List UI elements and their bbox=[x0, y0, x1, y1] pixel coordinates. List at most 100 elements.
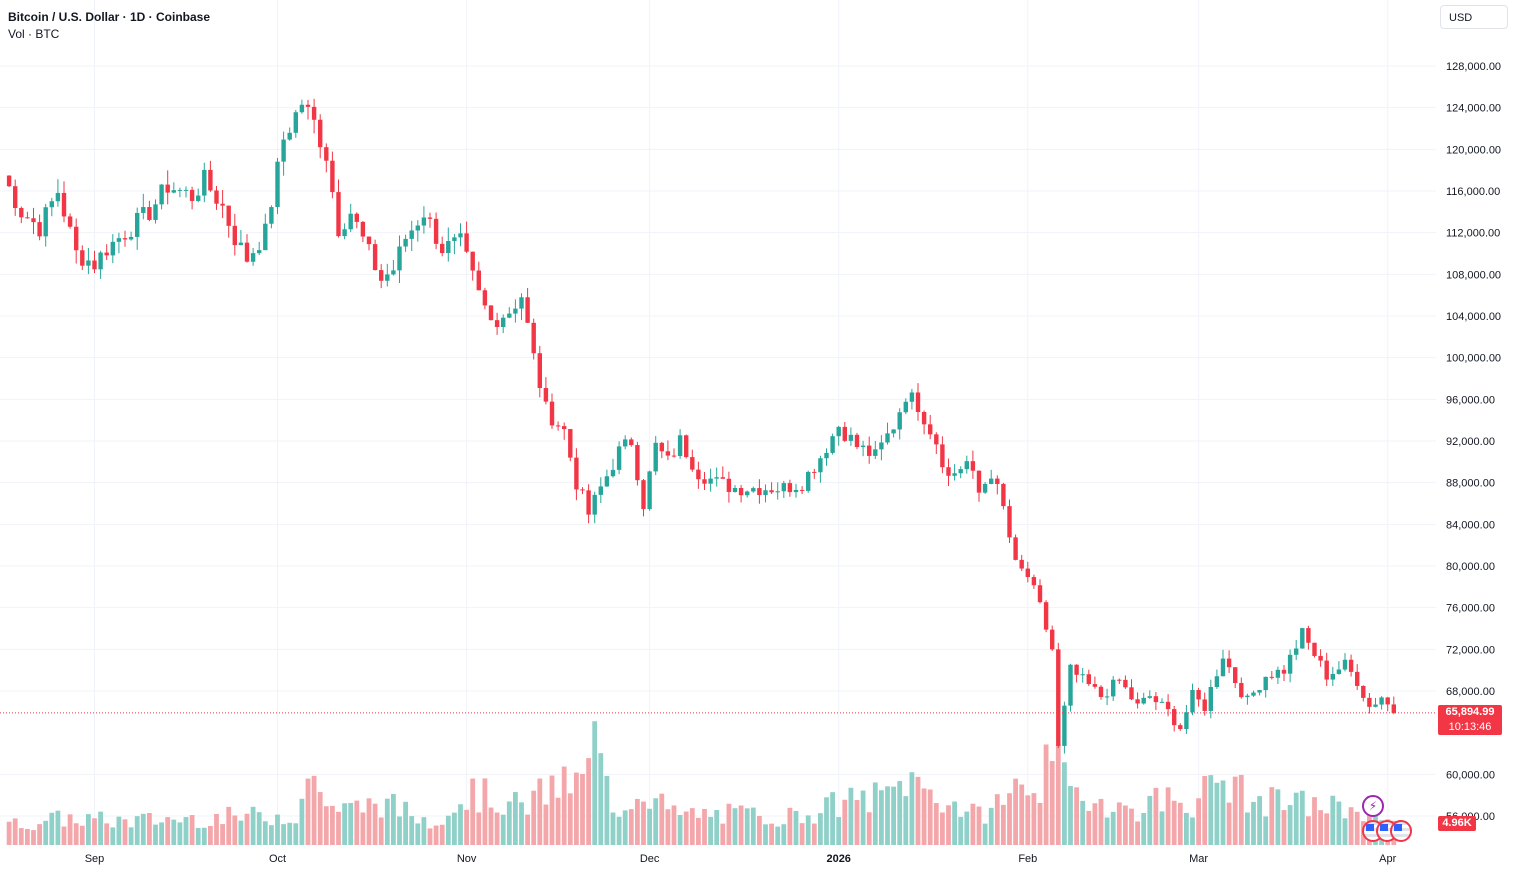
volume-bar bbox=[1068, 786, 1073, 845]
volume-bar bbox=[275, 814, 280, 845]
volume-bar bbox=[1055, 743, 1061, 845]
price-tick-label: 100,000.00 bbox=[1446, 353, 1501, 365]
candle-body bbox=[220, 203, 225, 206]
volume-bar bbox=[330, 805, 335, 845]
candle-body bbox=[415, 225, 420, 231]
volume-bar bbox=[781, 824, 787, 845]
volume-bar bbox=[1312, 797, 1317, 845]
volume-bar bbox=[116, 816, 122, 845]
candle-body bbox=[153, 204, 158, 220]
volume-bar bbox=[1190, 817, 1195, 845]
volume-bar bbox=[872, 782, 878, 845]
volume-bar bbox=[708, 816, 713, 845]
volume-bar bbox=[970, 803, 976, 845]
candle-body bbox=[549, 401, 555, 426]
candle-body bbox=[671, 455, 677, 457]
volume-bar bbox=[1116, 802, 1122, 845]
volume-bar bbox=[250, 806, 256, 845]
candle-body bbox=[543, 387, 549, 402]
candle-body bbox=[141, 207, 146, 213]
candle-body bbox=[440, 243, 445, 254]
volume-bar bbox=[1348, 807, 1354, 845]
candle-body bbox=[781, 483, 786, 492]
candle-body bbox=[1092, 684, 1098, 687]
candle-body bbox=[1172, 709, 1177, 726]
candle-body bbox=[531, 322, 536, 354]
volume-bar bbox=[147, 812, 152, 845]
volume-bar bbox=[933, 803, 939, 845]
candle-body bbox=[13, 186, 18, 208]
price-tick-label: 112,000.00 bbox=[1446, 228, 1500, 240]
candle-body bbox=[964, 461, 969, 470]
candle-body bbox=[494, 320, 500, 328]
candle-body bbox=[385, 274, 390, 281]
volume-bar bbox=[1007, 793, 1012, 845]
volume-bar bbox=[976, 806, 982, 845]
lightning-icon[interactable]: ⚡ bbox=[1362, 795, 1384, 817]
candle-body bbox=[830, 436, 835, 453]
volume-bar bbox=[153, 824, 158, 845]
candle-body bbox=[1025, 568, 1030, 578]
candle-body bbox=[1165, 701, 1171, 710]
candle-body bbox=[726, 478, 732, 492]
candle-body bbox=[1330, 673, 1335, 680]
volume-bar bbox=[1153, 787, 1159, 845]
volume-bar bbox=[1269, 787, 1275, 845]
candle-body bbox=[854, 434, 860, 448]
candle-body bbox=[269, 207, 274, 224]
volume-bar bbox=[1177, 802, 1183, 845]
candle-body bbox=[177, 189, 183, 191]
candle-body bbox=[61, 192, 67, 217]
candle-body bbox=[677, 435, 683, 457]
candle-body bbox=[1190, 690, 1195, 713]
volume-bar bbox=[1043, 744, 1049, 845]
candle-body bbox=[751, 488, 756, 492]
candle-body bbox=[873, 449, 878, 456]
volume-bar bbox=[860, 790, 866, 845]
volume-bar bbox=[1354, 811, 1360, 845]
volume-bar bbox=[1025, 795, 1031, 845]
candle-body bbox=[1050, 629, 1055, 650]
chart-legend: Bitcoin / U.S. Dollar · 1D · Coinbase Vo… bbox=[8, 9, 210, 43]
volume-bar bbox=[470, 778, 476, 845]
volume-bar bbox=[31, 830, 36, 845]
time-tick-label: Mar bbox=[1189, 853, 1208, 865]
candle-body bbox=[665, 451, 671, 456]
candle-body bbox=[1098, 686, 1104, 697]
candle-body bbox=[848, 434, 854, 441]
candle-body bbox=[19, 207, 24, 218]
volume-bars bbox=[6, 721, 1397, 845]
candle-body bbox=[995, 478, 1000, 484]
volume-bar bbox=[110, 827, 116, 845]
candle-body bbox=[409, 230, 414, 239]
volume-bar bbox=[549, 775, 555, 845]
volume-bar bbox=[726, 803, 732, 845]
candle-body bbox=[586, 490, 591, 515]
volume-bar bbox=[1330, 795, 1336, 845]
volume-bar bbox=[55, 810, 61, 845]
price-tick-label: 72,000.00 bbox=[1446, 644, 1495, 656]
volume-bar bbox=[1141, 812, 1147, 845]
volume-bar bbox=[1019, 784, 1025, 845]
candle-body bbox=[244, 242, 250, 262]
candle-body bbox=[67, 216, 73, 227]
volume-bar bbox=[909, 772, 915, 845]
candle-body bbox=[1159, 701, 1165, 703]
volume-bar bbox=[958, 816, 964, 845]
volume-bar bbox=[567, 793, 573, 845]
candle-body bbox=[1056, 649, 1061, 746]
volume-bar bbox=[897, 781, 903, 845]
candle-body bbox=[25, 217, 30, 219]
price-tick-label: 104,000.00 bbox=[1446, 311, 1501, 323]
currency-button[interactable]: USD bbox=[1440, 5, 1508, 29]
us-flag-icon[interactable] bbox=[1390, 820, 1412, 842]
volume-bar bbox=[122, 819, 128, 845]
volume-bar bbox=[671, 805, 677, 845]
price-tick-label: 116,000.00 bbox=[1446, 186, 1500, 198]
volume-bar bbox=[793, 810, 799, 845]
time-tick-label: Dec bbox=[640, 853, 660, 865]
candle-body bbox=[128, 236, 134, 240]
volume-bar bbox=[433, 825, 439, 845]
candle-body bbox=[452, 237, 457, 242]
